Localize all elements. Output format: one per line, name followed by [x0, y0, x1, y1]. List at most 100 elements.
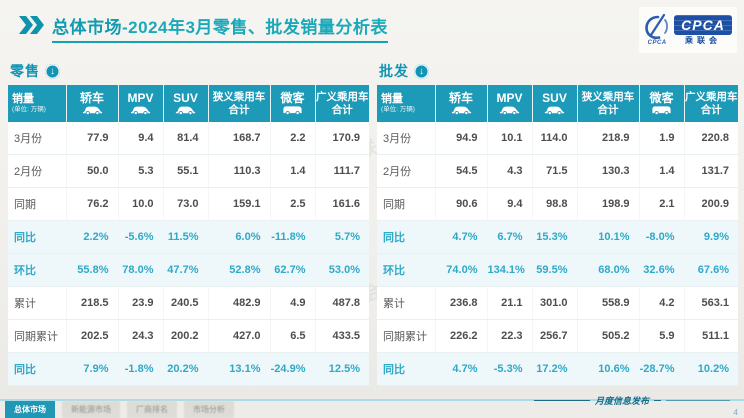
cell: 55.8%: [66, 253, 119, 287]
table-row: 环比 55.8% 78.0% 47.7% 52.8% 62.7% 53.0%: [8, 253, 369, 287]
cell: 6.7%: [487, 220, 533, 254]
row-label: 累计: [8, 286, 67, 320]
release-dash: [654, 400, 661, 401]
page-number: 4: [733, 408, 738, 417]
car-icon: [533, 105, 577, 116]
cell: 90.6: [435, 187, 488, 221]
cell: 81.4: [163, 122, 209, 155]
cell: -5.6%: [118, 220, 164, 254]
cell: 7.9%: [66, 352, 119, 386]
sheet-tab-2[interactable]: 厂商排名: [127, 401, 177, 418]
cell: 236.8: [435, 286, 488, 320]
cell: 71.5: [532, 154, 578, 188]
cell: 505.2: [577, 319, 640, 353]
retail-section-label: 零售 ↓: [10, 60, 369, 82]
table-row: 2月份 54.5 4.3 71.5 130.3 1.4 131.7: [377, 154, 738, 188]
cell: 10.1: [487, 122, 533, 155]
release-line-right: [666, 400, 730, 401]
column-header-1: 轿车: [435, 85, 488, 122]
cell: 2.1: [639, 187, 685, 221]
cpca-logo: CPCA CPCA 乘联会: [639, 7, 737, 53]
row-label: 同期: [377, 187, 436, 221]
page-title: 总体市场-2024年3月零售、批发销量分析表: [52, 13, 388, 43]
cell: 256.7: [532, 319, 578, 353]
table-row: 同期 76.2 10.0 73.0 159.1 2.5 161.6: [8, 187, 369, 221]
table-row: 累计 218.5 23.9 240.5 482.9 4.9 487.8: [8, 286, 369, 320]
sheet-tab-bar: 总体市场 新能源市场 厂商排名 市场分析: [0, 399, 744, 418]
sheet-tab-1[interactable]: 新能源市场: [62, 401, 120, 418]
cell: 52.8%: [208, 253, 271, 287]
row-label: 环比: [8, 253, 67, 287]
car-icon: [164, 105, 208, 116]
circle-down-arrow-icon: ↓: [414, 63, 429, 79]
cell: 76.2: [66, 187, 119, 221]
column-header-5: 微客: [270, 85, 316, 122]
cell: 11.5%: [163, 220, 209, 254]
cell: 114.0: [532, 122, 578, 155]
cell: 4.3: [487, 154, 533, 188]
cell: 170.9: [315, 122, 369, 155]
row-label: 同期累计: [377, 319, 436, 353]
cell: 15.3%: [532, 220, 578, 254]
page-title-main: 总体市场: [52, 18, 122, 37]
cell: -8.0%: [639, 220, 685, 254]
column-header-row: 销量 (单位: 万辆) 轿车 MPV SUV 狭义乘用车 合计 微客 广义乘用车 合计: [377, 85, 738, 122]
cell: 200.9: [684, 187, 738, 221]
cell: 98.8: [532, 187, 578, 221]
cell: 47.7%: [163, 253, 209, 287]
row-label: 3月份: [8, 122, 67, 155]
row-label: 同比: [377, 220, 436, 254]
column-header-0: 销量 (单位: 万辆): [8, 85, 67, 122]
row-label: 同比: [377, 352, 436, 386]
van-icon: [640, 105, 684, 116]
cell: 55.1: [163, 154, 209, 188]
wholesale-table: 销量 (单位: 万辆) 轿车 MPV SUV 狭义乘用车 合计 微客 广义乘用车 合计 3月份 94…: [377, 85, 738, 386]
table-row: 同比 7.9% -1.8% 20.2% 13.1% -24.9% 12.5%: [8, 352, 369, 386]
column-header-2: MPV: [118, 85, 164, 122]
sheet-tab-0[interactable]: 总体市场: [5, 401, 55, 418]
table-row: 同比 4.7% -5.3% 17.2% 10.6% -28.7% 10.2%: [377, 352, 738, 386]
cell: 240.5: [163, 286, 209, 320]
car-icon: [67, 105, 118, 116]
retail-label-text: 零售: [10, 63, 40, 79]
table-row: 累计 236.8 21.1 301.0 558.9 4.2 563.1: [377, 286, 738, 320]
cell: 202.5: [66, 319, 119, 353]
cell: 13.1%: [208, 352, 271, 386]
cell: 20.2%: [163, 352, 209, 386]
cell: 2.2%: [66, 220, 119, 254]
cell: 62.7%: [270, 253, 316, 287]
row-label: 同期: [8, 187, 67, 221]
cell: 9.4: [487, 187, 533, 221]
cell: 77.9: [66, 122, 119, 155]
cell: 111.7: [315, 154, 369, 188]
sheet-tab-3[interactable]: 市场分析: [184, 401, 234, 418]
cell: 1.4: [270, 154, 316, 188]
cell: 24.3: [118, 319, 164, 353]
cell: 168.7: [208, 122, 271, 155]
table-row: 3月份 94.9 10.1 114.0 218.9 1.9 220.8: [377, 122, 738, 155]
cell: 198.9: [577, 187, 640, 221]
tables-area: 零售 ↓ 销量 (单位: 万辆) 轿车 MPV SUV 狭义乘用车 合计 微客 广义乘用车 合计 …: [8, 60, 738, 386]
cell: 2.5: [270, 187, 316, 221]
cell: 10.6%: [577, 352, 640, 386]
slide-header: 总体市场-2024年3月零售、批发销量分析表: [18, 13, 388, 43]
cell: 50.0: [66, 154, 119, 188]
cell: 4.7%: [435, 220, 488, 254]
row-label: 同比: [8, 220, 67, 254]
table-row: 同期累计 202.5 24.3 200.2 427.0 6.5 433.5: [8, 319, 369, 353]
row-label: 2月份: [377, 154, 436, 188]
cell: 218.5: [66, 286, 119, 320]
cell: 4.2: [639, 286, 685, 320]
cell: 2.2: [270, 122, 316, 155]
row-label: 累计: [377, 286, 436, 320]
table-row: 2月份 50.0 5.3 55.1 110.3 1.4 111.7: [8, 154, 369, 188]
car-icon: [436, 105, 487, 116]
cell: 200.2: [163, 319, 209, 353]
column-header-4: 狭义乘用车 合计: [208, 85, 271, 122]
cell: 161.6: [315, 187, 369, 221]
cell: 59.5%: [532, 253, 578, 287]
cell: 511.1: [684, 319, 738, 353]
column-header-0: 销量 (单位: 万辆): [377, 85, 436, 122]
cell: -5.3%: [487, 352, 533, 386]
cell: 220.8: [684, 122, 738, 155]
